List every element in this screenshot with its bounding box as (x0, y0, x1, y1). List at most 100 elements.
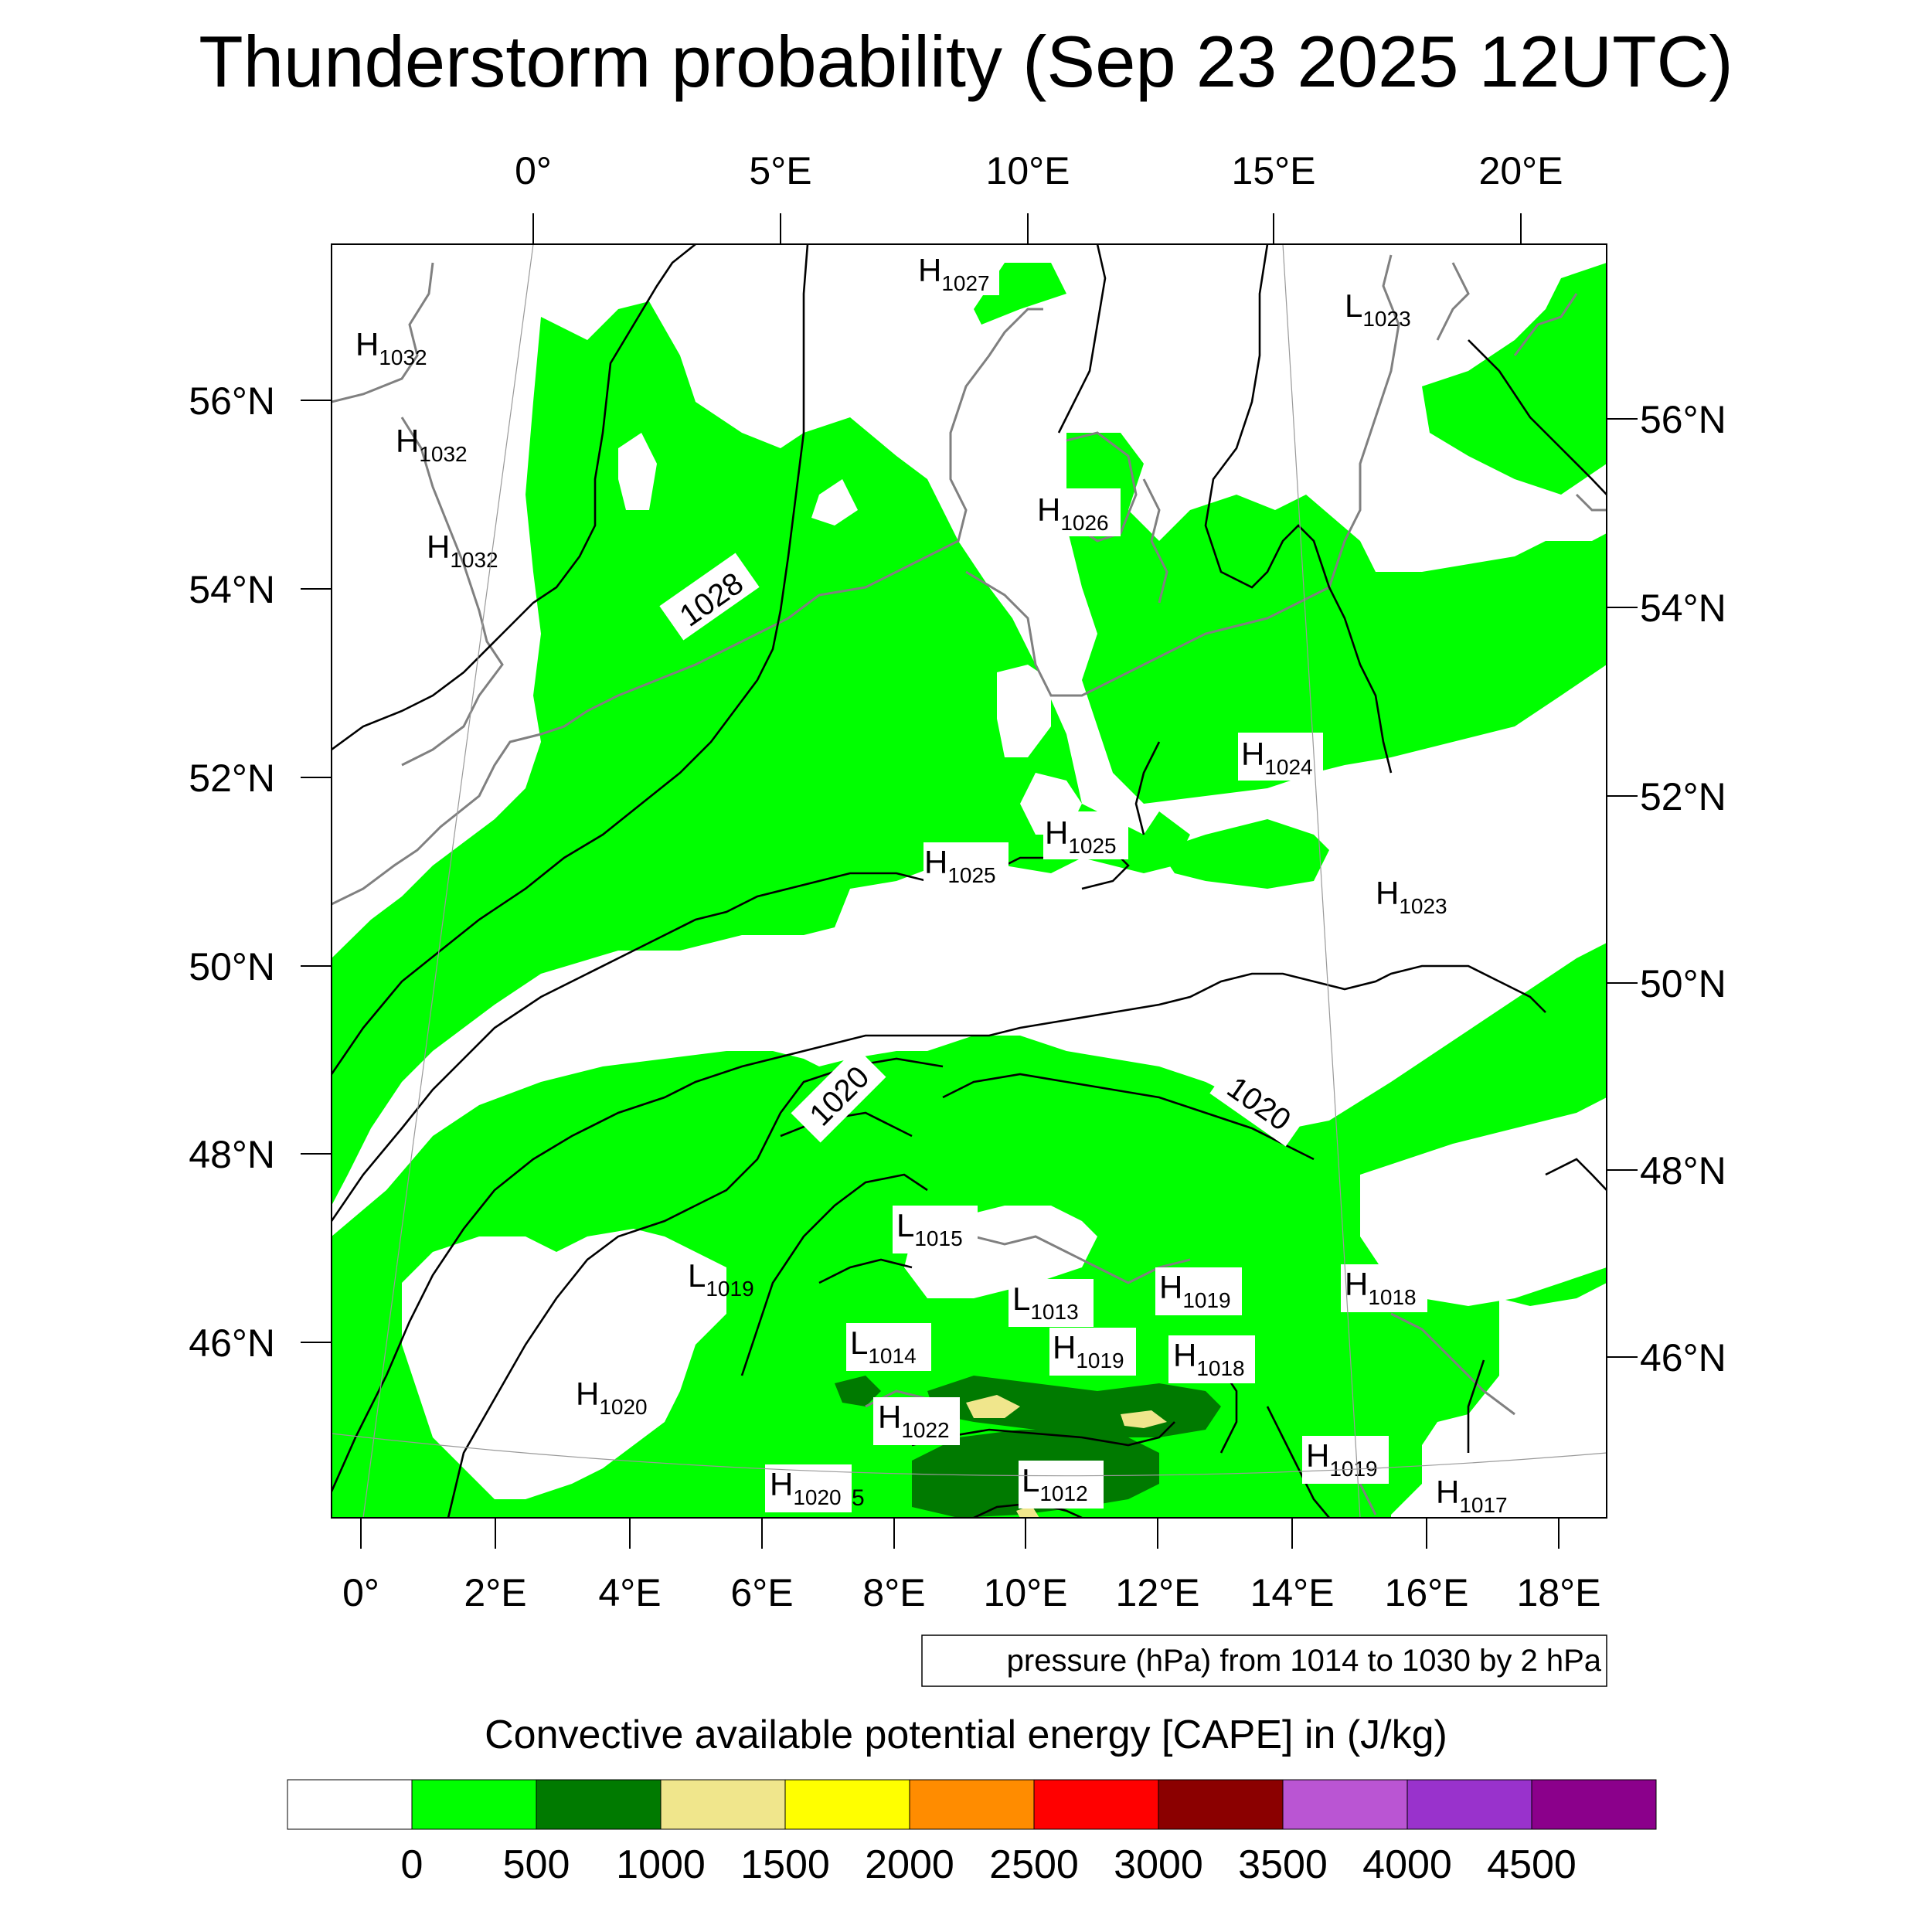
pressure-center-type: H (1241, 736, 1264, 772)
svg-text:H1027: H1027 (918, 252, 990, 295)
left-lat-label: 52°N (189, 757, 275, 800)
colorbar-tick-label: 0 (401, 1842, 423, 1887)
pressure-center-value: 1023 (1399, 894, 1447, 918)
pressure-center: L1019 (688, 1257, 754, 1301)
pressure-center-value: 1018 (1368, 1285, 1416, 1309)
bottom-lon-label: 16°E (1385, 1571, 1469, 1614)
tick-marks (301, 213, 1638, 1549)
svg-text:H1022: H1022 (878, 1399, 950, 1442)
pressure-center: H1027 (916, 249, 999, 295)
colorbar-tick-label: 2500 (989, 1842, 1079, 1887)
pressure-center: L1012 (1019, 1461, 1104, 1509)
bottom-lon-label: 2°E (464, 1571, 526, 1614)
pressure-center-value: 1019 (1182, 1288, 1230, 1312)
pressure-center-type: H (878, 1399, 901, 1435)
colorbar (287, 1779, 1657, 1830)
top-lon-label: 10°E (986, 149, 1070, 192)
pressure-center: H1017 (1436, 1474, 1508, 1517)
top-lon-label: 20°E (1479, 149, 1563, 192)
colorbar-swatch (1158, 1779, 1284, 1830)
pressure-center-type: H (1345, 1266, 1368, 1302)
pressure-center-type: H (1173, 1337, 1196, 1373)
pressure-center-value: 1019 (706, 1277, 753, 1301)
pressure-center: H1018 (1168, 1335, 1255, 1383)
pressure-center-type: H (355, 326, 379, 362)
colorbar-swatch (784, 1779, 910, 1830)
top-longitude-labels: 0° 5°E 10°E 15°E 20°E (515, 149, 1563, 192)
bottom-lon-label: 14°E (1250, 1571, 1335, 1614)
map-title: Thunderstorm probability (Sep 23 2025 12… (199, 21, 1733, 102)
colorbar-swatch (660, 1779, 786, 1830)
left-lat-label: 46°N (189, 1321, 275, 1365)
pressure-center: H1020 (573, 1374, 660, 1422)
colorbar-swatch (536, 1779, 662, 1830)
pressure-center-value: 1020 (599, 1395, 647, 1419)
svg-text:H1019: H1019 (1053, 1329, 1124, 1372)
pressure-center: H1018 (1341, 1264, 1427, 1312)
pressure-center-type: L (1345, 287, 1362, 324)
pressure-center-type: L (1012, 1281, 1030, 1317)
pressure-center-value: 1014 (868, 1344, 916, 1368)
map-area: 1028 1020 1020 H1032 H1032 H1032 H1027 L… (332, 244, 1607, 1518)
pressure-center-value: 1019 (1076, 1349, 1124, 1372)
colorbar-tick-label: 2000 (865, 1842, 954, 1887)
pressure-center-value: 1022 (901, 1418, 949, 1442)
svg-text:H1032: H1032 (396, 423, 468, 466)
pressure-center-type: L (1022, 1462, 1039, 1498)
pressure-center-type: H (924, 844, 947, 880)
pressure-center-value: 1012 (1039, 1481, 1087, 1505)
right-lat-label: 50°N (1640, 962, 1726, 1005)
pressure-center-value: 1015 (914, 1226, 962, 1250)
colorbar-tick-label: 3500 (1238, 1842, 1328, 1887)
pressure-center-value: 1027 (941, 271, 989, 295)
pressure-center-type: H (1306, 1437, 1329, 1474)
pressure-center: H1020 (765, 1464, 852, 1512)
pressure-centers: H1032 H1032 H1032 H1027 L1023 H1026 H102… (355, 249, 1508, 1517)
pressure-center-value: 1017 (1459, 1493, 1507, 1517)
pressure-center: L1015 (893, 1206, 978, 1253)
svg-text:L1013: L1013 (1012, 1281, 1079, 1324)
pressure-center-type: H (1436, 1474, 1459, 1510)
svg-text:H1017: H1017 (1436, 1474, 1508, 1517)
contour-info-text: pressure (hPa) from 1014 to 1030 by 2 hP… (1007, 1644, 1602, 1678)
colorbar-tick-label: 1000 (616, 1842, 706, 1887)
stray-contour-label: 5 (852, 1485, 865, 1511)
top-lon-label: 0° (515, 149, 552, 192)
colorbar-swatch (411, 1779, 537, 1830)
svg-text:H1020: H1020 (576, 1376, 648, 1419)
pressure-center-value: 1013 (1030, 1300, 1078, 1324)
bottom-longitude-labels: 0° 2°E 4°E 6°E 8°E 10°E 12°E 14°E 16°E 1… (342, 1571, 1600, 1614)
top-lon-label: 15°E (1232, 149, 1316, 192)
pressure-center: H1032 (427, 529, 498, 572)
svg-text:L1014: L1014 (850, 1325, 917, 1368)
pressure-center: H1019 (1049, 1328, 1136, 1376)
colorbar-swatch (1406, 1779, 1532, 1830)
right-lat-label: 56°N (1640, 398, 1726, 441)
pressure-center-value: 1026 (1060, 511, 1108, 535)
pressure-center: H1024 (1238, 733, 1323, 781)
right-lat-label: 54°N (1640, 587, 1726, 630)
colorbar-tick-label: 1500 (740, 1842, 830, 1887)
pressure-center-value: 1018 (1196, 1356, 1244, 1380)
pressure-center: H1019 (1155, 1267, 1242, 1315)
cape-zero-areas (402, 433, 1607, 1499)
colorbar-swatch (1282, 1779, 1408, 1830)
pressure-center: L1013 (1009, 1279, 1094, 1327)
pressure-center: H1025 (923, 842, 1009, 890)
pressure-center-type: L (688, 1257, 706, 1294)
svg-text:H1025: H1025 (924, 844, 996, 887)
svg-text:L1023: L1023 (1345, 287, 1411, 331)
colorbar-swatch (909, 1779, 1035, 1830)
pressure-center: H1023 (1376, 875, 1447, 918)
bottom-lon-label: 4°E (598, 1571, 661, 1614)
left-lat-label: 50°N (189, 945, 275, 988)
pressure-center-type: L (896, 1207, 914, 1243)
pressure-center-value: 1032 (419, 442, 467, 466)
right-lat-label: 48°N (1640, 1149, 1726, 1192)
bottom-lon-label: 8°E (862, 1571, 925, 1614)
pressure-center-type: H (396, 423, 419, 459)
pressure-center: L1023 (1345, 287, 1411, 331)
svg-text:H1018: H1018 (1173, 1337, 1245, 1380)
